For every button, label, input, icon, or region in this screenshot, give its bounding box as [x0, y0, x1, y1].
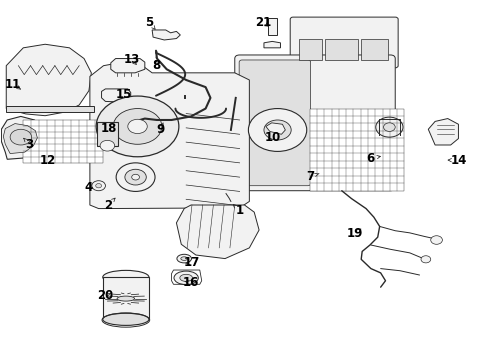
Text: 6: 6	[365, 152, 373, 165]
Circle shape	[92, 181, 105, 191]
Text: 4: 4	[84, 181, 93, 194]
FancyBboxPatch shape	[289, 17, 397, 68]
Circle shape	[131, 174, 139, 180]
Circle shape	[96, 184, 102, 188]
Polygon shape	[152, 30, 180, 40]
Bar	[309, 109, 404, 191]
Bar	[361, 39, 387, 60]
Text: 17: 17	[183, 256, 200, 269]
Text: 8: 8	[152, 59, 160, 72]
FancyBboxPatch shape	[234, 55, 394, 191]
Polygon shape	[3, 123, 37, 154]
Bar	[298, 39, 322, 60]
Text: 1: 1	[235, 204, 243, 217]
Circle shape	[10, 129, 31, 145]
Polygon shape	[1, 116, 45, 159]
Text: 19: 19	[346, 227, 363, 240]
FancyBboxPatch shape	[239, 60, 310, 186]
Ellipse shape	[174, 271, 198, 285]
Text: 15: 15	[116, 88, 132, 101]
Bar	[267, 18, 276, 35]
Polygon shape	[265, 123, 285, 134]
Circle shape	[430, 236, 442, 244]
Ellipse shape	[102, 313, 149, 325]
Circle shape	[124, 169, 146, 185]
Polygon shape	[102, 89, 130, 102]
Circle shape	[127, 119, 147, 134]
Ellipse shape	[177, 254, 191, 263]
Circle shape	[420, 256, 430, 263]
Text: 9: 9	[157, 123, 164, 136]
Text: 11: 11	[5, 78, 21, 91]
Text: 10: 10	[264, 131, 280, 144]
Bar	[97, 122, 118, 146]
Text: 5: 5	[145, 16, 154, 29]
Circle shape	[96, 96, 179, 157]
Text: 7: 7	[306, 170, 314, 183]
Circle shape	[100, 140, 115, 151]
Text: 16: 16	[183, 276, 199, 289]
Text: 12: 12	[40, 154, 56, 167]
Bar	[23, 120, 103, 163]
Bar	[325, 39, 358, 60]
Circle shape	[248, 109, 306, 152]
Circle shape	[116, 163, 155, 192]
Ellipse shape	[180, 274, 192, 282]
Polygon shape	[90, 62, 249, 208]
Text: 3: 3	[25, 138, 34, 151]
Circle shape	[113, 109, 162, 144]
Bar	[102, 277, 149, 319]
Text: 14: 14	[449, 154, 466, 167]
Text: 13: 13	[123, 54, 140, 67]
Polygon shape	[6, 44, 91, 116]
Polygon shape	[427, 118, 458, 145]
Circle shape	[383, 123, 394, 131]
Ellipse shape	[117, 296, 134, 301]
Ellipse shape	[102, 270, 149, 284]
Circle shape	[375, 117, 402, 137]
Ellipse shape	[181, 257, 187, 260]
Text: 21: 21	[254, 16, 270, 29]
Bar	[6, 106, 94, 112]
Polygon shape	[264, 41, 280, 48]
Polygon shape	[176, 205, 259, 258]
Text: 2: 2	[104, 198, 112, 212]
Text: 20: 20	[97, 288, 113, 302]
Text: 18: 18	[101, 122, 117, 135]
Polygon shape	[111, 59, 144, 73]
Circle shape	[264, 120, 290, 140]
